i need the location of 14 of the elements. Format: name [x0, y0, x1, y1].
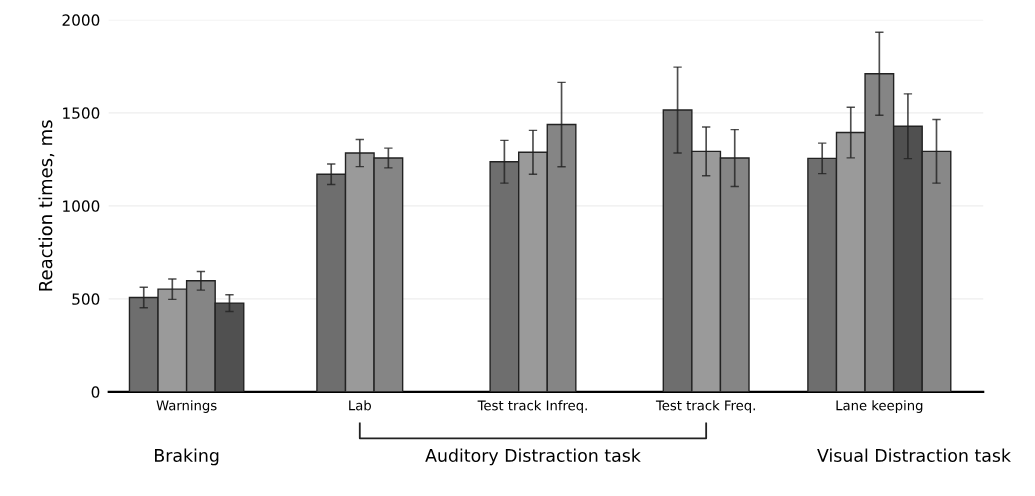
x-tick-label: Lab [349, 400, 371, 411]
y-tick-label: 1500 [63, 107, 100, 119]
y-tick-label: 2000 [62, 14, 100, 26]
text: Visual Distraction task [817, 448, 1011, 462]
x-tick-label: Test track Freq. [655, 400, 755, 413]
text: Auditory Distraction task [425, 448, 641, 466]
x-tick-label: Lane keeping [836, 400, 923, 413]
x-tick-label: Test track Infreq. [477, 400, 587, 413]
text: Braking [155, 448, 219, 466]
x-tick-label: Warnings [156, 400, 217, 413]
y-tick-label: 1000 [63, 200, 100, 212]
y-tick-label: 0 [91, 386, 100, 398]
y-axis-title: Reaction times, ms [38, 120, 55, 291]
y-tick-label: 500 [72, 293, 100, 305]
